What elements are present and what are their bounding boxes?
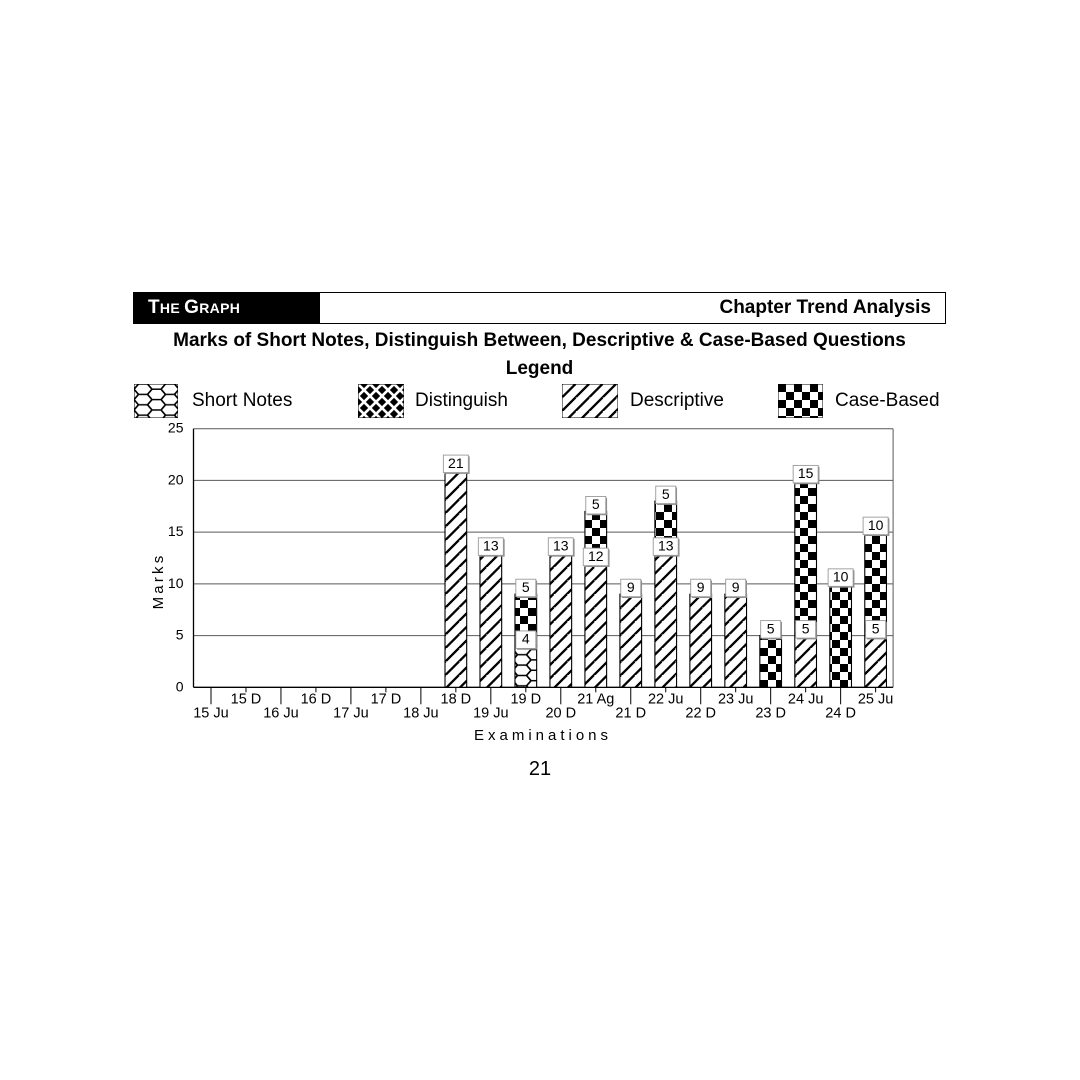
svg-text:21 D: 21 D xyxy=(615,705,646,721)
svg-text:Examinations: Examinations xyxy=(474,727,612,744)
svg-text:23 Ju: 23 Ju xyxy=(718,691,753,707)
svg-text:24 D: 24 D xyxy=(825,705,856,721)
svg-text:20: 20 xyxy=(168,471,184,487)
svg-text:5: 5 xyxy=(662,486,670,502)
svg-text:15 D: 15 D xyxy=(231,691,262,707)
svg-text:24 Ju: 24 Ju xyxy=(788,691,823,707)
svg-text:5: 5 xyxy=(522,579,530,595)
svg-text:15: 15 xyxy=(168,523,184,539)
svg-text:15 Ju: 15 Ju xyxy=(193,705,228,721)
svg-text:12: 12 xyxy=(588,548,604,564)
svg-text:13: 13 xyxy=(658,538,674,554)
svg-text:9: 9 xyxy=(627,579,635,595)
svg-text:17 Ju: 17 Ju xyxy=(333,705,368,721)
svg-text:25: 25 xyxy=(168,420,184,436)
svg-text:5: 5 xyxy=(592,496,600,512)
svg-text:13: 13 xyxy=(553,538,569,554)
svg-text:0: 0 xyxy=(176,678,184,694)
svg-text:10: 10 xyxy=(868,517,884,533)
svg-text:22 Ju: 22 Ju xyxy=(648,691,683,707)
svg-text:19 Ju: 19 Ju xyxy=(473,705,508,721)
svg-text:23 D: 23 D xyxy=(755,705,786,721)
svg-text:5: 5 xyxy=(872,620,880,636)
svg-text:21: 21 xyxy=(448,455,464,471)
svg-text:9: 9 xyxy=(732,579,740,595)
svg-text:9: 9 xyxy=(697,579,705,595)
svg-text:4: 4 xyxy=(522,631,530,647)
svg-text:5: 5 xyxy=(176,627,184,643)
svg-text:25 Ju: 25 Ju xyxy=(858,691,893,707)
svg-text:16 Ju: 16 Ju xyxy=(263,705,298,721)
svg-text:17 D: 17 D xyxy=(371,691,402,707)
svg-text:5: 5 xyxy=(767,620,775,636)
svg-text:13: 13 xyxy=(483,538,499,554)
svg-text:19 D: 19 D xyxy=(510,691,541,707)
svg-text:22 D: 22 D xyxy=(685,705,716,721)
svg-text:15: 15 xyxy=(798,465,814,481)
svg-text:10: 10 xyxy=(833,569,849,585)
svg-text:10: 10 xyxy=(168,575,184,591)
svg-text:21 Ag: 21 Ag xyxy=(577,691,614,707)
svg-text:Marks: Marks xyxy=(150,553,167,610)
svg-text:16 D: 16 D xyxy=(301,691,332,707)
svg-text:18 D: 18 D xyxy=(441,691,472,707)
svg-text:5: 5 xyxy=(802,620,810,636)
svg-text:20 D: 20 D xyxy=(545,705,576,721)
svg-text:18 Ju: 18 Ju xyxy=(403,705,438,721)
